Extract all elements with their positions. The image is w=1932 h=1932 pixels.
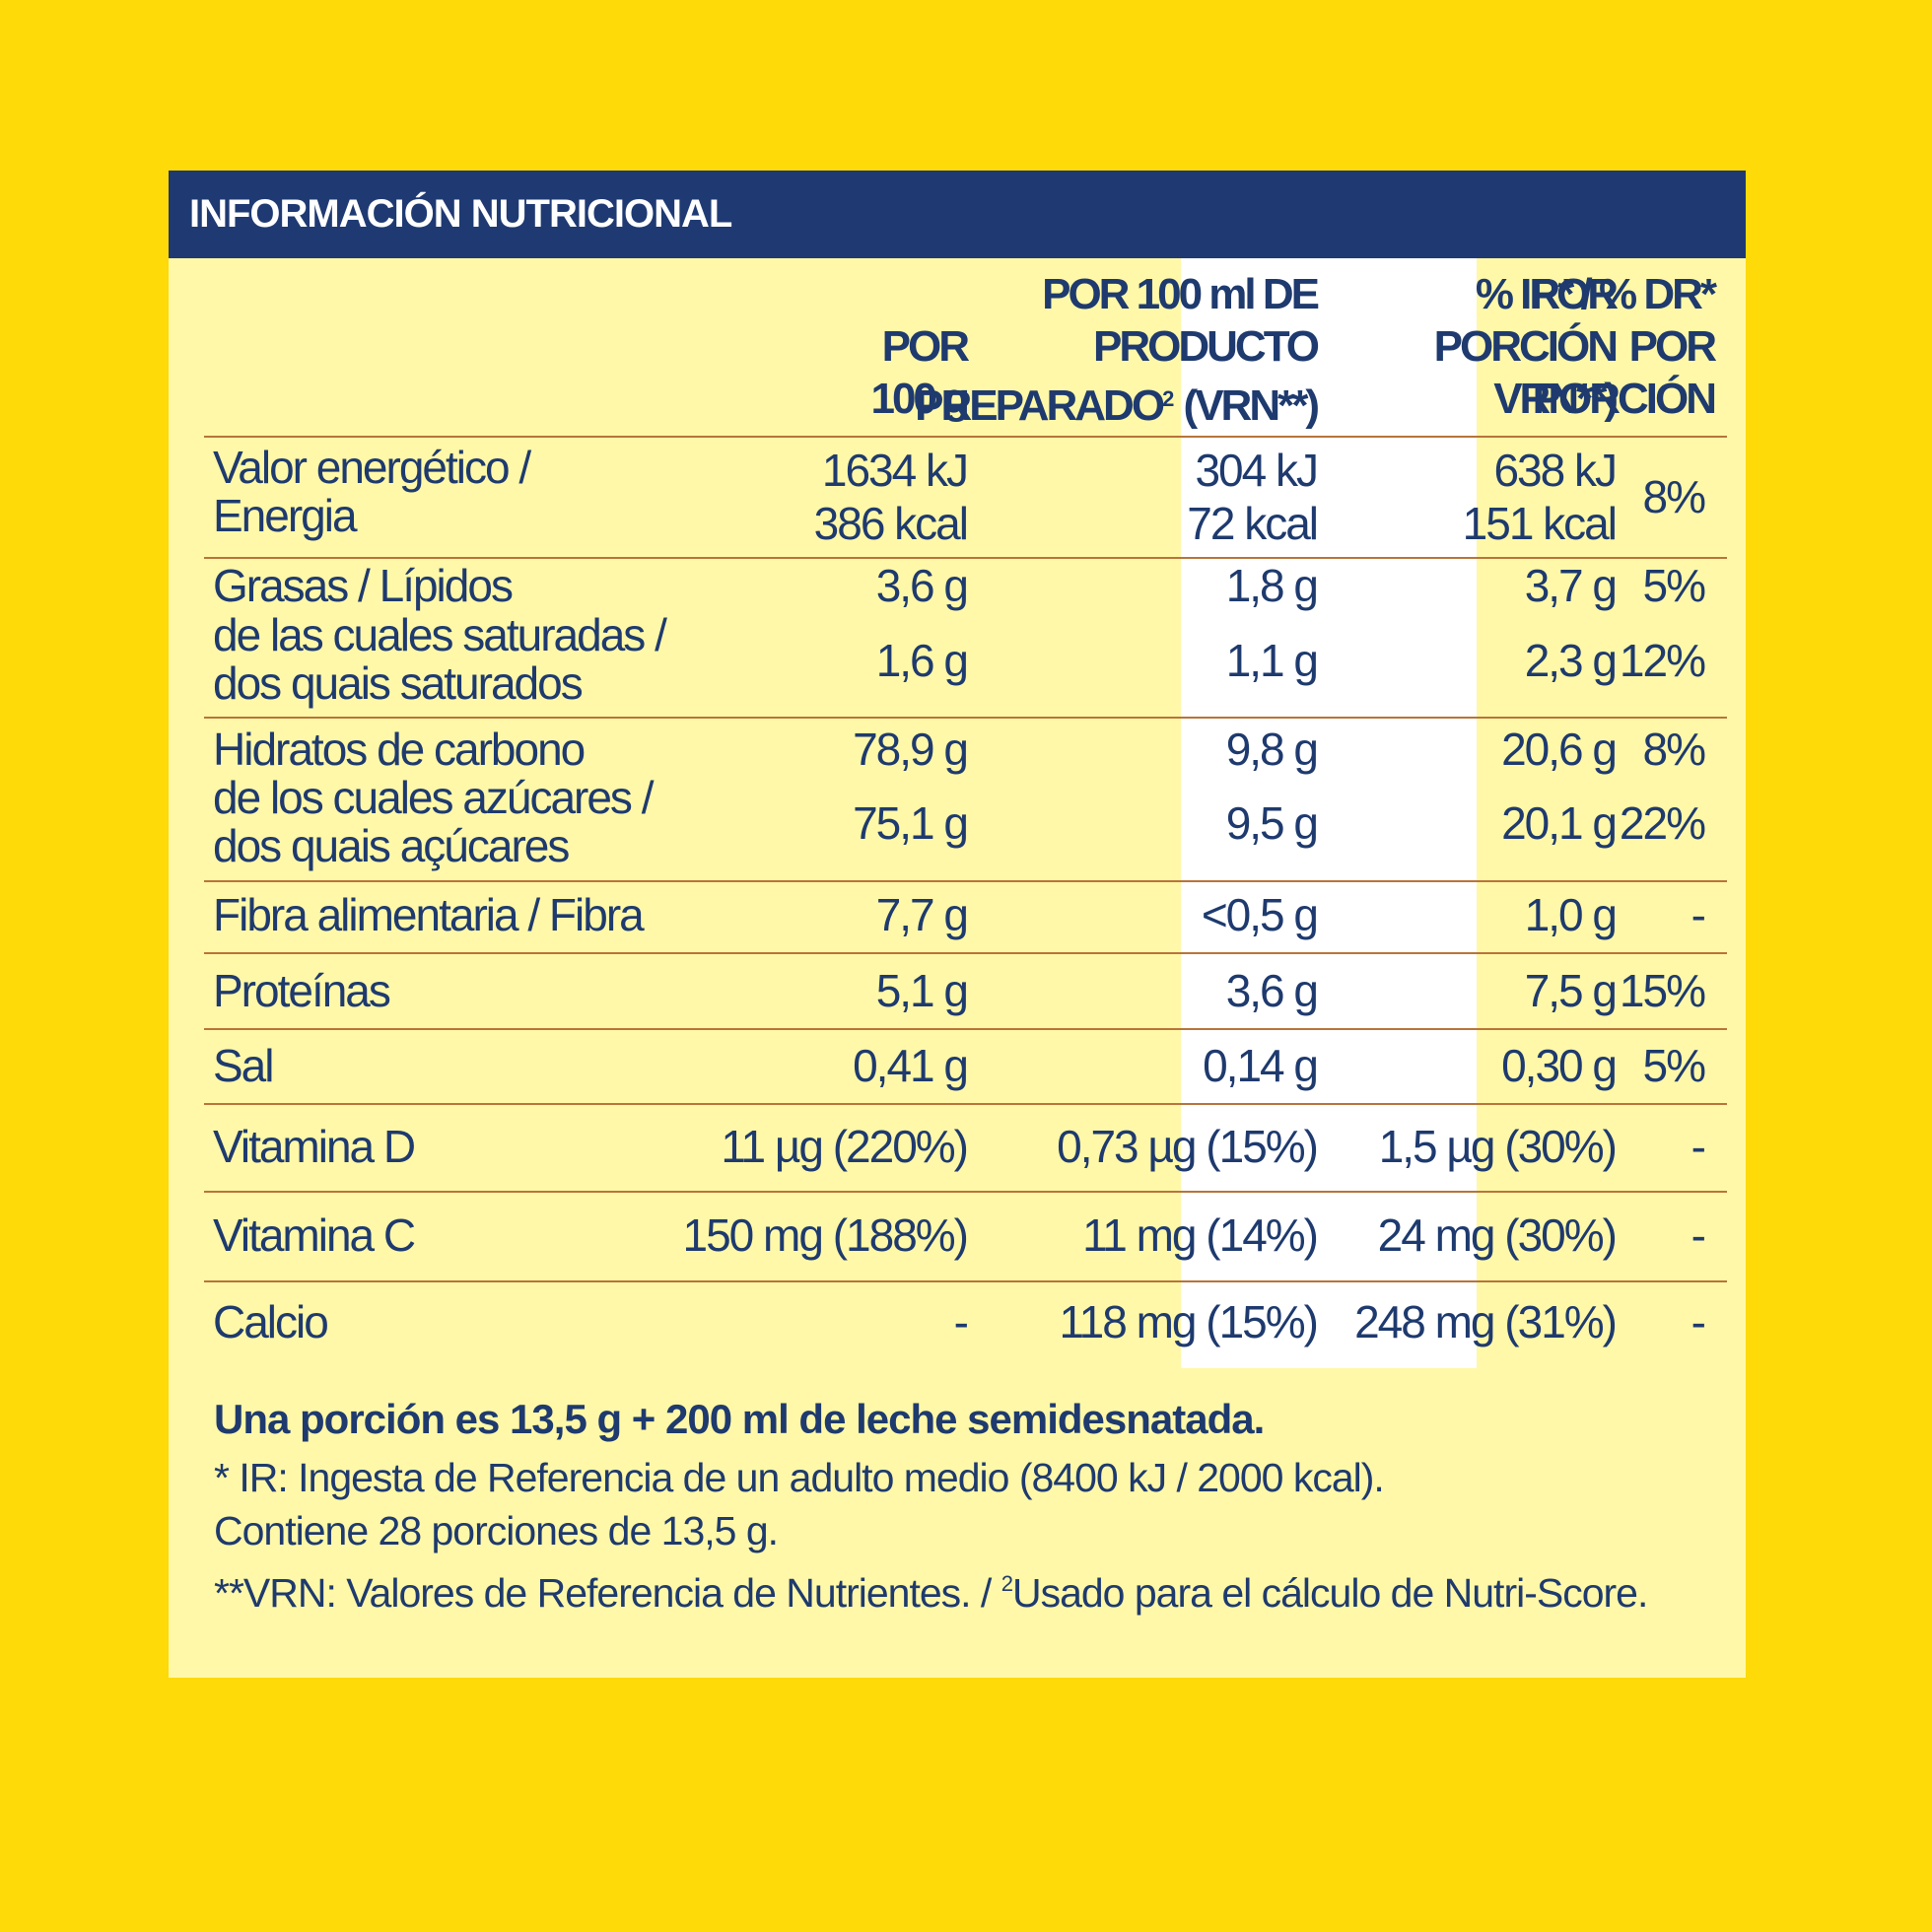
value-per-100g: 1,6 g — [875, 635, 969, 686]
divider — [204, 1103, 1727, 1105]
value-per-portion: 248 mg (31%) — [1354, 1296, 1618, 1347]
value-per-100ml: 1,1 g — [1225, 635, 1319, 686]
divider — [204, 1191, 1727, 1193]
vrn-footnote: **VRN: Valores de Referencia de Nutrient… — [214, 1570, 1648, 1616]
row-label: Vitamina D — [213, 1121, 416, 1172]
row-label: de las cuales saturadas / dos quais satu… — [213, 609, 667, 709]
portion-note: Una porción es 13,5 g + 200 ml de leche … — [214, 1396, 1265, 1442]
value-per-100ml: 3,6 g — [1225, 965, 1319, 1016]
value-per-portion: 7,5 g — [1524, 965, 1618, 1016]
divider — [204, 1028, 1727, 1030]
value-percent-ir: - — [1690, 1209, 1706, 1261]
value-per-100ml: 304 kJ 72 kcal — [1187, 445, 1319, 549]
value-per-portion: 2,3 g — [1524, 635, 1618, 686]
value-per-100g: 78,9 g — [853, 724, 969, 775]
value-per-portion: 1,0 g — [1524, 889, 1618, 940]
value-per-100ml: 9,8 g — [1225, 724, 1319, 775]
value-per-portion: 1,5 µg (30%) — [1378, 1121, 1618, 1172]
value-per-100ml: 9,5 g — [1225, 797, 1319, 849]
ir-footnote: * IR: Ingesta de Referencia de un adulto… — [214, 1455, 1385, 1500]
value-per-100g: 150 mg (188%) — [682, 1209, 969, 1261]
value-per-100g: 5,1 g — [875, 965, 969, 1016]
value-per-100ml: 118 mg (15%) — [1059, 1296, 1319, 1347]
per-portion-column-highlight — [1181, 258, 1477, 1368]
value-percent-ir: 5% — [1642, 560, 1707, 611]
divider — [204, 952, 1727, 954]
value-per-100g: 3,6 g — [875, 560, 969, 611]
value-percent-ir: 15% — [1619, 965, 1706, 1016]
panel-title: INFORMACIÓN NUTRICIONAL — [189, 192, 732, 236]
value-per-100ml: 0,14 g — [1203, 1040, 1319, 1091]
value-per-portion: 638 kJ 151 kcal — [1462, 445, 1618, 549]
value-percent-ir: 8% — [1642, 724, 1707, 775]
value-per-portion: 20,6 g — [1501, 724, 1618, 775]
value-per-100g: 75,1 g — [853, 797, 969, 849]
value-per-100g: 11 µg (220%) — [721, 1121, 969, 1172]
col-header-per-100ml-prepared: POR 100 ml DE PRODUCTO PREPARADO2 (VRN**… — [915, 270, 1320, 430]
divider — [204, 1280, 1727, 1282]
row-label: Grasas / Lípidos — [213, 560, 514, 611]
row-label: Fibra alimentaria / Fibra — [213, 889, 645, 940]
value-per-portion: 3,7 g — [1524, 560, 1618, 611]
nutrition-panel: INFORMACIÓN NUTRICIONAL POR 100 g POR 10… — [169, 171, 1746, 1678]
divider — [204, 436, 1727, 438]
divider — [204, 880, 1727, 882]
row-label: de los cuales azúcares / dos quais açúca… — [213, 772, 654, 871]
portions-count-note: Contiene 28 porciones de 13,5 g. — [214, 1508, 779, 1553]
value-percent-ir: 12% — [1619, 635, 1706, 686]
row-label: Valor energético / Energia — [213, 442, 531, 541]
divider — [204, 717, 1727, 719]
value-per-100g: 7,7 g — [875, 889, 969, 940]
value-per-100g: - — [953, 1296, 969, 1347]
panel-header: INFORMACIÓN NUTRICIONAL — [169, 171, 1746, 258]
value-per-100ml: 0,73 µg (15%) — [1057, 1121, 1319, 1172]
row-label: Calcio — [213, 1296, 329, 1347]
value-per-100g: 0,41 g — [853, 1040, 969, 1091]
row-label: Hidratos de carbono — [213, 724, 586, 775]
value-per-portion: 24 mg (30%) — [1377, 1209, 1618, 1261]
col-header-per-100g: POR 100 g — [870, 322, 970, 423]
col-header-per-portion: POR PORCIÓN VRN**) — [1433, 270, 1619, 423]
col-header-percent-ir: % IR* / % DR* POR PORCIÓN — [1475, 270, 1717, 423]
value-percent-ir: - — [1690, 1121, 1706, 1172]
value-per-100g: 1634 kJ 386 kcal — [813, 445, 969, 549]
divider — [204, 557, 1727, 559]
value-per-100ml: 11 mg (14%) — [1082, 1209, 1319, 1261]
row-label: Sal — [213, 1040, 275, 1091]
row-label: Proteínas — [213, 965, 391, 1016]
value-per-portion: 0,30 g — [1501, 1040, 1618, 1091]
value-percent-ir: 8% — [1642, 471, 1707, 522]
row-label: Vitamina C — [213, 1209, 416, 1261]
value-per-100ml: <0,5 g — [1201, 889, 1319, 940]
value-percent-ir: 22% — [1619, 797, 1706, 849]
value-per-portion: 20,1 g — [1501, 797, 1618, 849]
value-percent-ir: - — [1690, 1296, 1706, 1347]
value-percent-ir: 5% — [1642, 1040, 1707, 1091]
value-per-100ml: 1,8 g — [1225, 560, 1319, 611]
value-percent-ir: - — [1690, 889, 1706, 940]
